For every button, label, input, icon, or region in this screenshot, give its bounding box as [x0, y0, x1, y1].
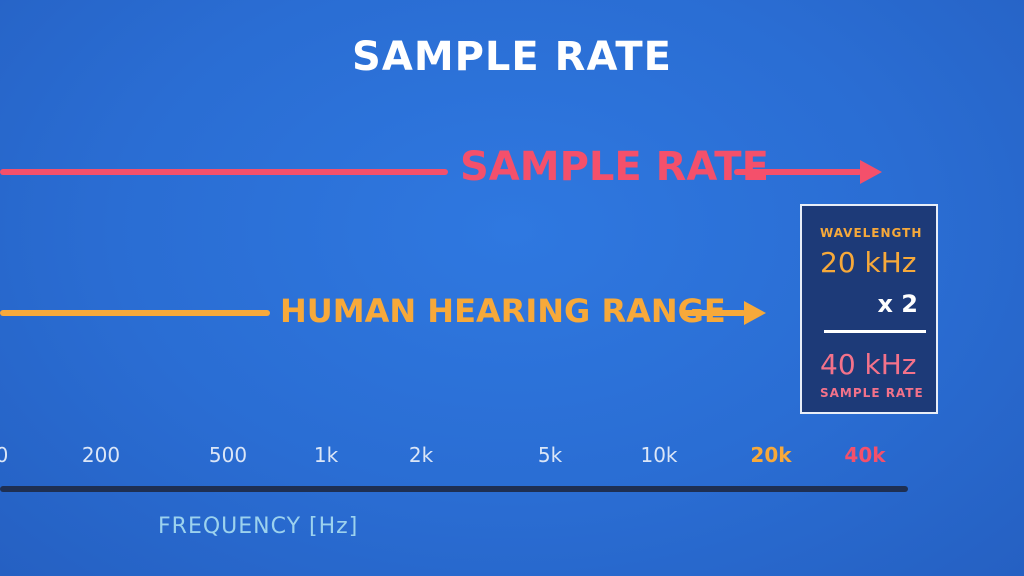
- result-label: SAMPLE RATE: [820, 386, 924, 400]
- tick-label: 1k: [313, 443, 339, 467]
- frequency-axis-label: FREQUENCY [Hz]: [158, 514, 359, 539]
- human-hearing-arrow-line-left: [0, 310, 270, 316]
- human-hearing-arrow-label: HUMAN HEARING RANGE: [280, 292, 726, 330]
- sample-rate-arrow-label: SAMPLE RATE: [460, 144, 769, 190]
- tick-label: 500: [208, 443, 248, 467]
- tick-label-highlight: 20k: [750, 443, 792, 467]
- tick-label: 10k: [640, 443, 678, 467]
- tick-label: 200: [81, 443, 121, 467]
- result-value: 40 kHz: [820, 348, 917, 381]
- page-title: SAMPLE RATE: [352, 34, 672, 80]
- multiplier: x 2: [877, 290, 918, 318]
- tick-label: 0: [0, 443, 9, 467]
- wavelength-value: 20 kHz: [820, 246, 917, 279]
- tick-label: 5k: [537, 443, 563, 467]
- frequency-axis-bar: [0, 486, 908, 492]
- box-divider: [824, 330, 926, 333]
- human-hearing-arrow-line-right: [680, 310, 746, 316]
- tick-label-highlight: 40k: [844, 443, 886, 467]
- wavelength-label: WAVELENGTH: [820, 226, 923, 240]
- calculation-box: WAVELENGTH 20 kHz x 2 40 kHz SAMPLE RATE: [800, 204, 938, 414]
- sample-rate-arrow-line-left: [0, 169, 448, 175]
- sample-rate-arrow-line-right: [734, 169, 862, 175]
- tick-label: 2k: [408, 443, 434, 467]
- sample-rate-arrowhead-icon: [860, 160, 882, 184]
- human-hearing-arrowhead-icon: [744, 301, 766, 325]
